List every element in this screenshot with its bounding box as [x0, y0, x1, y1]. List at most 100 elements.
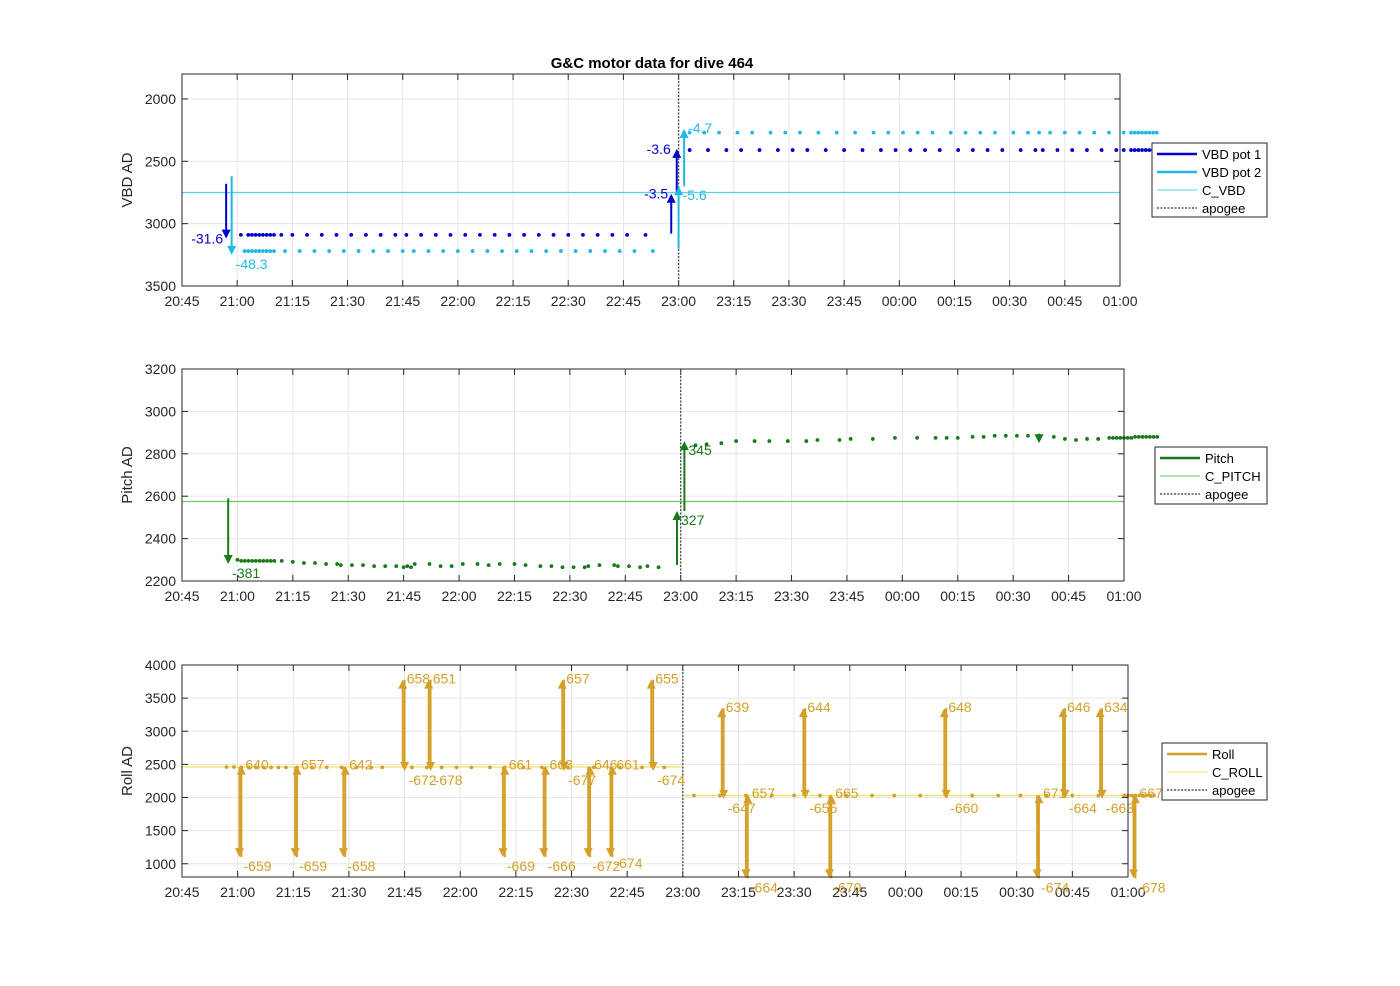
x-tick-label: 23:15	[721, 884, 756, 900]
data-point	[805, 148, 810, 152]
x-tick-label: 21:00	[220, 588, 255, 604]
x-tick-label: 00:30	[996, 588, 1031, 604]
x-tick-label: 22:45	[608, 588, 643, 604]
data-point	[1129, 436, 1134, 440]
data-point	[312, 249, 317, 253]
data-point	[834, 130, 839, 135]
data-point	[704, 442, 709, 447]
move-label: -659	[244, 858, 272, 874]
move-arrowhead	[340, 765, 350, 775]
data-point	[383, 564, 388, 569]
move-label: -660	[950, 800, 978, 816]
move-arrowhead	[672, 511, 682, 521]
data-point	[1077, 130, 1082, 135]
data-point	[309, 765, 314, 770]
data-point	[412, 562, 417, 566]
x-tick-label: 23:15	[716, 293, 751, 309]
x-tick-label: 01:00	[1110, 884, 1145, 900]
move-arrowhead	[559, 762, 569, 771]
data-point	[1154, 130, 1159, 135]
x-tick-label: 23:30	[777, 884, 812, 900]
data-point	[586, 564, 591, 569]
y-tick-label: 2000	[145, 91, 176, 107]
data-point	[640, 765, 644, 770]
data-point	[1118, 436, 1123, 440]
data-point	[1121, 130, 1126, 135]
data-point	[692, 793, 696, 798]
data-point	[411, 249, 416, 253]
data-point	[1132, 130, 1137, 135]
move-label: 658	[407, 671, 431, 687]
y-tick-label: 1000	[145, 856, 176, 872]
move-label: -674	[614, 855, 642, 871]
x-tick-label: 22:00	[440, 293, 475, 309]
move-arrowhead	[292, 765, 302, 775]
data-point	[693, 443, 698, 448]
data-point	[944, 436, 949, 440]
data-point	[792, 793, 797, 798]
data-point	[349, 232, 354, 237]
x-tick-label: 00:30	[999, 884, 1034, 900]
x-tick-label: 00:45	[1055, 884, 1090, 900]
data-point	[279, 558, 284, 563]
data-point	[334, 232, 339, 237]
data-point	[290, 232, 295, 237]
data-point	[276, 765, 281, 770]
x-tick-label: 23:45	[827, 293, 862, 309]
data-point	[410, 765, 414, 770]
x-tick-label: 21:45	[385, 293, 420, 309]
move-arrowhead	[1034, 794, 1044, 804]
data-point	[1003, 433, 1008, 438]
data-point	[662, 765, 667, 770]
data-point	[785, 439, 790, 443]
data-point	[283, 765, 288, 770]
data-point	[393, 232, 398, 237]
move-label: -678	[1138, 879, 1166, 895]
data-point	[870, 437, 875, 441]
x-tick-label: 21:45	[387, 884, 422, 900]
move-arrowhead	[585, 765, 595, 775]
y-tick-label: 2400	[145, 531, 176, 547]
data-point	[1026, 433, 1030, 438]
legend-label: Pitch	[1205, 451, 1234, 466]
data-point	[815, 438, 820, 442]
chart-title: G&C motor data for dive 464	[551, 55, 754, 72]
x-tick-label: 00:15	[940, 588, 975, 604]
data-point	[1033, 148, 1038, 152]
data-point	[1085, 437, 1089, 441]
data-point	[656, 565, 661, 570]
data-point	[1107, 436, 1112, 440]
move-arrowhead	[719, 789, 729, 799]
move-label: -3.6	[647, 141, 671, 157]
data-point	[650, 249, 655, 253]
data-point	[386, 249, 390, 253]
data-point	[860, 148, 865, 152]
data-point	[257, 558, 262, 563]
data-point	[933, 436, 938, 440]
data-point	[776, 148, 780, 152]
data-point	[955, 436, 960, 440]
data-point	[460, 562, 465, 566]
data-point	[956, 148, 961, 152]
y-tick-label: 3000	[145, 723, 176, 739]
data-point	[338, 563, 343, 567]
data-point	[514, 249, 519, 253]
move-arrowhead	[500, 765, 510, 775]
data-point	[242, 558, 247, 563]
data-point	[279, 232, 284, 237]
roll-panel: 20:45 21:00 21:15 21:30 21:45 22:00 22:15 22:30…	[119, 657, 1268, 900]
data-point	[588, 249, 593, 253]
data-point	[645, 564, 650, 569]
x-tick-label: 22:00	[442, 588, 477, 604]
data-point	[735, 130, 740, 135]
data-point	[341, 249, 346, 253]
data-point	[488, 765, 492, 770]
data-point	[324, 562, 328, 566]
move-label: 642	[349, 757, 373, 773]
data-point	[261, 232, 265, 237]
data-point	[804, 439, 809, 443]
data-point	[1137, 793, 1142, 798]
data-point	[1107, 130, 1111, 135]
move-arrowhead	[666, 193, 676, 203]
